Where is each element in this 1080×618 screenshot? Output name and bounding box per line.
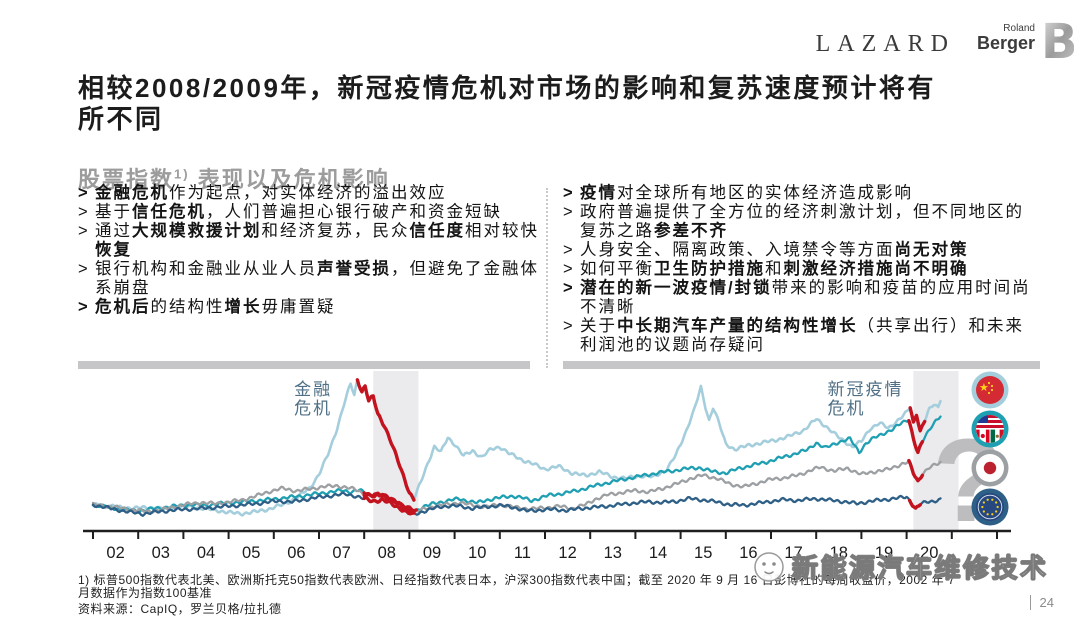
x-tick-label: 11 <box>514 544 531 562</box>
bullet-marker: > <box>563 279 575 297</box>
x-tick-label: 02 <box>106 544 124 562</box>
section-bar-left <box>78 361 530 369</box>
north-america-flags-icon <box>971 410 1009 448</box>
footnote: 1) 标普500指数代表北美、欧洲斯托克50指数代表欧洲、日经指数代表日本，沪深… <box>78 573 956 600</box>
crisis-annotation: 金融危机 <box>294 380 332 418</box>
china-flag-icon: ★ <box>971 371 1009 409</box>
crisis-segment-china <box>355 378 416 502</box>
page-title: 相较2008/2009年，新冠疫情危机对市场的影响和复苏速度预计将有 所不同 <box>78 73 936 135</box>
bullet-marker: > <box>563 203 575 221</box>
x-tick-label: 03 <box>152 544 170 562</box>
x-tick-label: 15 <box>694 544 712 562</box>
watermark-text: 新能源汽车维修技术 <box>792 553 1049 584</box>
stock-index-chart-svg: ?02 03 04 05 06 07 08 09 10 11 12 13 14 15 16 17 18 19 20金… <box>83 371 1011 562</box>
x-tick-label: 08 <box>378 544 396 562</box>
bullet-column-covid-crisis: > 疫情对全球所有地区的实体经济造成影响 > 政府普遍提供了全方位的经济刺激计划，但不… <box>563 184 1033 355</box>
subtitle-rest: 表现以及危机影响 <box>189 167 390 193</box>
bullet-column-financial-crisis: > 金融危机作为起点，对实体经济的溢出效应 > 基于信任危机，人们普遍担心银行破产和资… <box>78 184 540 317</box>
bullet-marker: > <box>563 184 575 202</box>
lazard-logo: LAZARD <box>815 31 955 57</box>
roland-berger-b-mark-icon: B <box>1041 16 1074 66</box>
x-tick-label: 17 <box>784 544 802 562</box>
bullet-item: > 政府普遍提供了全方位的经济刺激计划，但不同地区的复苏之路参差不齐 <box>563 203 1024 240</box>
bullet-marker: > <box>563 317 575 335</box>
x-tick-label: 10 <box>468 544 486 562</box>
bullet-marker: > <box>563 241 575 259</box>
bullet-item: > 人身安全、隔离政策、入境禁令等方面尚无对策 <box>563 241 969 259</box>
subtitle-footnote-ref: 1) <box>174 166 190 182</box>
x-tick-label: 16 <box>739 544 757 562</box>
bullet-marker: > <box>78 260 90 278</box>
series-line-north-america <box>91 415 942 514</box>
stock-index-chart: ? 02 03 04 05 06 07 08 09 10 11 12 13 14 15 16 17 18 19 20 金… <box>75 371 1045 571</box>
x-tick-label: 12 <box>558 544 576 562</box>
bullet-marker: > <box>563 260 575 278</box>
x-tick-label: 05 <box>242 544 260 562</box>
x-tick-label: 19 <box>875 544 893 562</box>
watermark-logo-icon <box>754 551 784 582</box>
section-bar-right <box>563 361 1040 369</box>
series-line-japan <box>91 459 942 515</box>
series-line-europe <box>91 491 942 517</box>
bullet-item: > 关于中长期汽车产量的结构性增长（共享出行）和未来利润池的议题尚存疑问 <box>563 317 1024 354</box>
crisis-segment-china <box>908 406 927 433</box>
svg-text:B: B <box>1041 16 1074 66</box>
eu-flag-icon <box>971 488 1009 526</box>
crisis-segment-north-america <box>907 418 925 455</box>
page-number: 24 <box>1029 595 1054 610</box>
roland-berger-logo-roland: Roland <box>1003 23 1035 35</box>
bullet-item: > 银行机构和金融业从业人员声誉受损，但避免了金融体系崩盘 <box>78 260 539 297</box>
x-tick-label: 06 <box>287 544 305 562</box>
crisis-annotation: 新冠疫情危机 <box>828 380 904 418</box>
x-tick-label: 09 <box>423 544 441 562</box>
x-tick-label: 04 <box>197 544 215 562</box>
subtitle-text: 股票指数 <box>78 167 175 193</box>
bullet-marker: > <box>78 222 90 240</box>
x-tick-label: 13 <box>604 544 622 562</box>
crisis-segment-japan <box>907 458 925 483</box>
crisis-segment-europe <box>907 498 922 510</box>
roland-berger-logo-berger: Berger <box>976 33 1035 54</box>
watermark: 新能源汽车维修技术 <box>752 548 1049 585</box>
header-logos: LAZARD Roland Berger B <box>816 16 1074 66</box>
x-tick-label: 07 <box>332 544 350 562</box>
section-subtitle: 股票指数1) 表现以及危机影响 <box>78 162 390 194</box>
x-tick-label: 20 <box>920 544 938 562</box>
bullet-item: > 金融危机作为起点，对实体经济的溢出效应 <box>78 184 447 202</box>
series-line-china <box>91 378 942 517</box>
bullet-item: > 潜在的新一波疫情/封锁带来的影响和疫苗的应用时间尚不清晰 <box>563 279 1031 316</box>
roland-berger-logo: Roland Berger B <box>977 16 1074 66</box>
x-tick-label: 18 <box>830 544 848 562</box>
bullet-marker: > <box>78 298 90 316</box>
bullet-marker: > <box>78 184 90 202</box>
bullet-item: > 如何平衡卫生防护措施和刺激经济措施尚不明确 <box>563 260 969 278</box>
bullet-item: > 通过大规模救援计划和经济复苏，民众信任度相对较快恢复 <box>78 222 539 259</box>
bullet-item: > 疫情对全球所有地区的实体经济造成影响 <box>563 184 913 202</box>
column-divider <box>546 188 548 368</box>
region-flag-legend: ★ <box>971 371 1009 526</box>
bullet-item: > 危机后的结构性增长毋庸置疑 <box>78 298 336 316</box>
bullet-marker: > <box>78 203 90 221</box>
x-tick-label: 14 <box>649 544 667 562</box>
svg-text:★: ★ <box>979 382 989 394</box>
japan-flag-icon <box>971 449 1009 487</box>
source-note: 资料来源：CapIQ，罗兰贝格/拉扎德 <box>78 602 282 616</box>
bullet-item: > 基于信任危机，人们普遍担心银行破产和资金短缺 <box>78 203 502 221</box>
crisis-segment-europe <box>362 495 416 516</box>
